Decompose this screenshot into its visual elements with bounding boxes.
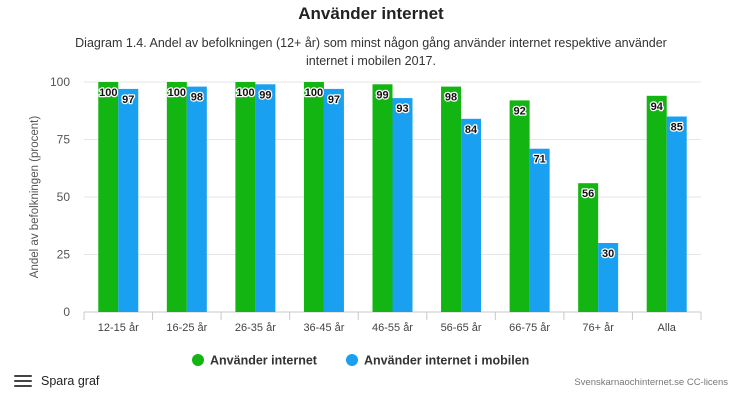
y-tick-label: 25 xyxy=(57,248,71,262)
subtitle-line-1: Diagram 1.4. Andel av befolkningen (12+ … xyxy=(75,36,667,50)
save-chart-label[interactable]: Spara graf xyxy=(41,374,100,388)
x-tick-label: 12-15 år xyxy=(98,322,139,334)
data-label: 100 xyxy=(99,87,117,99)
y-tick-label: 100 xyxy=(50,75,70,89)
bar-internet xyxy=(235,82,256,312)
chart-title: Använder internet xyxy=(298,4,444,23)
data-label: 84 xyxy=(465,124,478,136)
data-label: 85 xyxy=(671,122,683,134)
bar-mobile xyxy=(666,116,687,312)
data-label: 92 xyxy=(513,105,525,117)
data-label: 98 xyxy=(445,92,457,104)
data-label: 100 xyxy=(305,87,323,99)
data-label: 97 xyxy=(328,94,340,106)
bar-internet xyxy=(578,183,599,312)
bar-internet xyxy=(646,95,667,312)
y-axis-label: Andel av befolkningen (procent) xyxy=(29,116,41,279)
x-tick-label: Alla xyxy=(658,322,677,334)
bar-internet xyxy=(509,100,530,313)
save-chart-menu[interactable]: Spara graf xyxy=(14,374,99,388)
data-label: 99 xyxy=(259,89,271,101)
x-tick-label: 26-35 år xyxy=(235,322,276,334)
x-tick-label: 76+ år xyxy=(582,322,614,334)
bar-mobile xyxy=(186,86,207,312)
x-tick-label: 16-25 år xyxy=(166,322,207,334)
data-label: 94 xyxy=(651,101,664,113)
hamburger-menu-icon[interactable] xyxy=(14,374,32,388)
x-tick-label: 36-45 år xyxy=(303,322,344,334)
bar-mobile xyxy=(598,243,619,312)
x-tick-label: 46-55 år xyxy=(372,322,413,334)
x-tick-label: 66-75 år xyxy=(509,322,550,334)
data-label: 71 xyxy=(533,154,545,166)
legend-marker xyxy=(192,354,204,366)
y-tick-label: 75 xyxy=(57,133,71,147)
bar-mobile xyxy=(323,88,344,313)
bar-mobile xyxy=(255,84,276,312)
credit-text[interactable]: Svenskarnaochinternet.se CC-licens xyxy=(574,377,728,388)
y-tick-label: 0 xyxy=(63,305,70,319)
bar-internet xyxy=(303,82,324,312)
bar-mobile xyxy=(529,148,550,312)
data-label: 56 xyxy=(582,188,594,200)
legend-label: Använder internet i mobilen xyxy=(364,354,529,368)
chart-subtitle: Diagram 1.4. Andel av befolkningen (12+ … xyxy=(40,34,702,70)
data-label: 100 xyxy=(236,87,254,99)
bar-internet xyxy=(98,82,119,312)
bar-mobile xyxy=(392,98,413,312)
bar-internet xyxy=(372,84,393,312)
data-label: 93 xyxy=(396,103,408,115)
x-tick-label: 56-65 år xyxy=(441,322,482,334)
bar-internet xyxy=(166,82,187,312)
bar-mobile xyxy=(118,88,139,313)
data-label: 100 xyxy=(168,87,186,99)
y-tick-label: 50 xyxy=(57,190,71,204)
data-label: 99 xyxy=(376,89,388,101)
bar-mobile xyxy=(461,118,482,312)
subtitle-line-2: internet i mobilen 2017. xyxy=(306,54,436,68)
data-label: 98 xyxy=(191,92,203,104)
legend-marker xyxy=(346,354,358,366)
legend-label: Använder internet xyxy=(210,354,318,368)
bar-internet xyxy=(441,86,462,312)
data-label: 30 xyxy=(602,248,614,260)
data-label: 97 xyxy=(122,94,134,106)
